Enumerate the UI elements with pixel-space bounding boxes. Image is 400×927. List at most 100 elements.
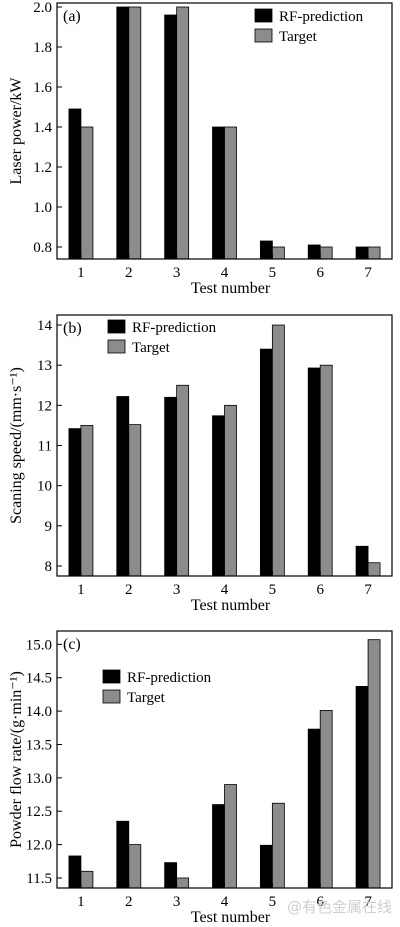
x-axis-label: Test number: [191, 909, 271, 926]
bar-target-test-4: [224, 404, 237, 577]
x-tick-label: 6: [316, 582, 324, 598]
x-tick-label: 4: [221, 582, 229, 598]
legend-label-rf-prediction: RF-prediction: [279, 9, 364, 25]
x-tick-label: 4: [221, 894, 229, 910]
y-tick-label: 1.6: [33, 80, 52, 96]
bar-target-test-6: [319, 364, 333, 577]
bar-rf-prediction-test-1: [68, 108, 82, 260]
y-tick-label: 13.0: [26, 771, 52, 787]
panel-label: (b): [63, 320, 82, 337]
bar-rf-prediction-test-5: [259, 348, 273, 577]
x-axis-label: Test number: [191, 597, 271, 614]
x-tick-label: 2: [125, 582, 133, 598]
bar-rf-prediction-test-2: [116, 820, 130, 889]
legend-swatch-rf-prediction: [254, 8, 273, 23]
bar-target-test-5: [271, 246, 285, 260]
x-tick-label: 7: [364, 582, 372, 598]
x-tick-label: 1: [77, 265, 85, 281]
bar-target-test-1: [80, 425, 94, 577]
bar-rf-prediction-test-4: [212, 804, 225, 889]
y-tick-label: 12: [37, 398, 52, 414]
legend-swatch-target: [254, 28, 273, 43]
bar-rf-prediction-test-6: [307, 728, 321, 889]
bar-rf-prediction-test-7: [355, 246, 369, 260]
legend-label-target: Target: [132, 340, 171, 356]
bar-target-test-3: [176, 877, 190, 889]
x-tick-label: 4: [221, 265, 229, 281]
bar-rf-prediction-test-6: [307, 244, 321, 260]
y-tick-label: 12.5: [26, 804, 52, 820]
y-tick-label: 14.5: [26, 671, 52, 687]
y-axis-label: Scaning speed/(mm·s⁻¹): [8, 367, 25, 524]
chart-panel-3: 11.5 12.0 12.5 13.0 13.5 14.0 14.5 15.0 1 2 3 4 5 6 7 T…: [8, 630, 393, 926]
x-tick-label: 2: [125, 265, 133, 281]
x-axis-label: Test number: [191, 280, 271, 297]
y-tick-label: 8: [45, 559, 53, 575]
x-tick-label: 2: [125, 894, 133, 910]
x-tick-label: 3: [173, 894, 181, 910]
bar-target-test-6: [319, 246, 333, 260]
bar-rf-prediction-test-1: [68, 855, 82, 889]
legend-label-rf-prediction: RF-prediction: [132, 320, 217, 336]
bar-target-test-3: [176, 384, 190, 577]
x-tick-label: 3: [173, 582, 181, 598]
bar-rf-prediction-test-5: [259, 240, 273, 260]
legend-swatch-target: [107, 339, 126, 354]
bar-target-test-4: [224, 784, 237, 889]
bar-target-test-2: [128, 424, 142, 577]
y-tick-label: 10: [37, 479, 52, 495]
bar-target-test-2: [128, 6, 142, 260]
legend-label-rf-prediction: RF-prediction: [127, 670, 212, 686]
y-tick-label: 1.2: [33, 160, 52, 176]
watermark-text: @有色金属在线: [287, 898, 392, 916]
bar-rf-prediction-test-7: [355, 686, 369, 889]
bar-target-test-7: [367, 639, 381, 889]
x-tick-label: 5: [269, 265, 277, 281]
y-tick-label: 9: [45, 519, 53, 535]
y-axis-label: Laser power/kW: [8, 77, 25, 185]
bar-rf-prediction-test-4: [212, 126, 225, 260]
bar-rf-prediction-test-3: [164, 862, 178, 889]
y-tick-label: 0.8: [33, 240, 52, 256]
y-tick-label: 1.8: [33, 40, 52, 56]
panel-label: (a): [63, 8, 81, 25]
y-tick-label: 2.0: [33, 0, 52, 16]
panel-label: (c): [63, 636, 81, 653]
x-tick-label: 3: [173, 265, 181, 281]
bar-target-test-2: [128, 844, 142, 889]
bar-target-test-5: [271, 324, 285, 577]
bar-rf-prediction-test-3: [164, 14, 178, 260]
x-tick-label: 7: [364, 894, 372, 910]
y-tick-label: 12.0: [26, 838, 52, 854]
bar-target-test-4: [224, 126, 237, 260]
bar-rf-prediction-test-7: [355, 545, 369, 577]
bar-rf-prediction-test-4: [212, 415, 225, 577]
bar-target-test-3: [176, 6, 190, 260]
chart-panel-1: 0.8 1.0 1.2 1.4 1.6 1.8 2.0 1 2 3 4 5 6 7 Test number L…: [8, 0, 393, 297]
x-tick-label: 5: [269, 894, 277, 910]
y-tick-label: 13.5: [26, 737, 52, 753]
x-tick-label: 1: [77, 582, 85, 598]
x-tick-label: 6: [316, 894, 324, 910]
bar-rf-prediction-test-1: [68, 428, 82, 577]
x-tick-label: 6: [316, 265, 324, 281]
y-tick-label: 11.5: [26, 871, 52, 887]
bar-target-test-5: [271, 802, 285, 889]
bar-rf-prediction-test-5: [259, 844, 273, 889]
bar-rf-prediction-test-2: [116, 6, 130, 260]
x-tick-label: 7: [364, 265, 372, 281]
y-tick-label: 11: [38, 439, 52, 455]
legend-label-target: Target: [279, 29, 318, 45]
bar-rf-prediction-test-3: [164, 396, 178, 577]
bar-rf-prediction-test-2: [116, 396, 130, 577]
x-tick-label: 1: [77, 894, 85, 910]
y-axis-label: Powder flow rate/(g·min⁻¹): [8, 671, 25, 848]
y-tick-label: 15.0: [26, 637, 52, 653]
bar-target-test-1: [80, 126, 94, 260]
bar-target-test-7: [367, 246, 381, 260]
bar-target-test-6: [319, 710, 333, 889]
legend-swatch-rf-prediction: [107, 319, 126, 334]
y-tick-label: 1.4: [33, 120, 52, 136]
